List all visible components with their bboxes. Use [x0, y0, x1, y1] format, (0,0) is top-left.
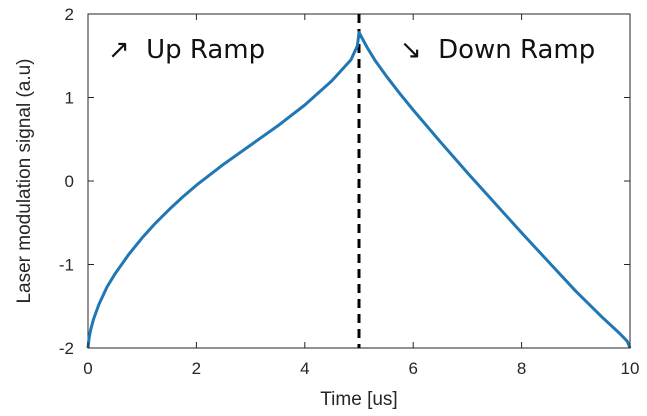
y-tick-label: -1 [59, 256, 74, 275]
y-tick-label: -2 [59, 339, 74, 358]
x-tick-label: 6 [408, 359, 417, 378]
up-ramp-annotation: ↗ Up Ramp [108, 35, 265, 65]
y-tick-label: 1 [65, 89, 74, 108]
down-ramp-label: Down Ramp [438, 35, 595, 65]
down-ramp-annotation: ↘ Down Ramp [400, 35, 595, 65]
signal-line [86, 30, 632, 349]
up-arrow-icon: ↗ [108, 35, 130, 65]
y-axis-label: Laser modulation signal (a.u) [14, 58, 35, 303]
down-arrow-icon: ↘ [400, 35, 422, 65]
x-tick-label: 0 [83, 359, 92, 378]
x-tick-label: 10 [621, 359, 640, 378]
x-axis-label: Time [us] [320, 389, 397, 410]
y-tick-label: 0 [65, 172, 74, 191]
y-tick-label: 2 [65, 5, 74, 24]
x-tick-label: 2 [192, 359, 201, 378]
x-tick-label: 4 [300, 359, 309, 378]
up-ramp-label: Up Ramp [146, 35, 265, 65]
x-axis-ticks: 0 2 4 6 8 10 [83, 14, 639, 378]
y-axis-ticks: -2 -1 0 1 2 [59, 5, 630, 358]
x-tick-label: 8 [517, 359, 526, 378]
